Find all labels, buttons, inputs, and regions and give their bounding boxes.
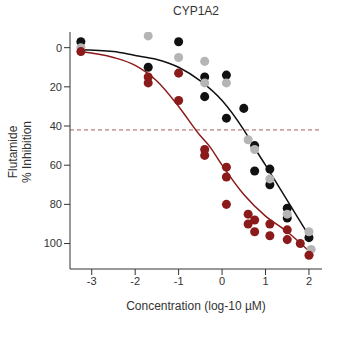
svg-text:20: 20 — [50, 81, 62, 93]
svg-text:40: 40 — [50, 120, 62, 132]
svg-text:60: 60 — [50, 159, 62, 171]
svg-text:0: 0 — [219, 275, 225, 287]
svg-text:80: 80 — [50, 198, 62, 210]
html-text:Concentration (log-10 µM): Concentration (log-10 µM) — [126, 299, 266, 313]
svg-text:2: 2 — [306, 275, 312, 287]
svg-text:Flutamide% Inhibition: Flutamide% Inhibition — [8, 121, 34, 183]
svg-text:-2: -2 — [130, 275, 140, 287]
svg-text:0: 0 — [56, 42, 62, 54]
html-text:CYP1A2: CYP1A2 — [173, 4, 219, 18]
svg-text:-1: -1 — [174, 275, 184, 287]
svg-text:-3: -3 — [87, 275, 97, 287]
svg-text:1: 1 — [262, 275, 268, 287]
svg-text:100: 100 — [44, 237, 62, 249]
